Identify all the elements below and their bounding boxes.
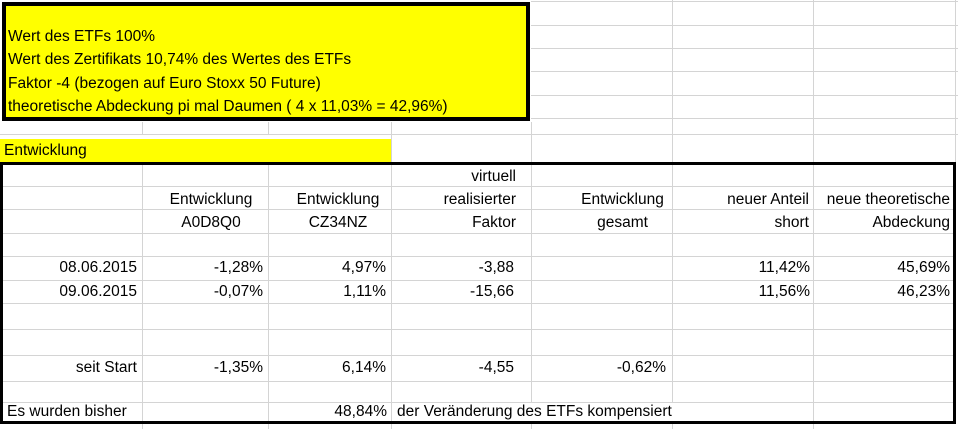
gridline [3,186,953,187]
seit-start-gesamt[interactable]: -0,62% [616,359,666,376]
gridline [142,165,143,421]
gridline [531,122,532,163]
gridline [531,1,958,2]
info-box-text: Wert des ETFs 100% Wert des Zertifikats … [8,28,448,115]
gridline [531,95,958,96]
row2-date[interactable]: 09.06.2015 [59,283,137,300]
row1-date[interactable]: 08.06.2015 [59,259,137,276]
gridline [3,303,953,304]
gridline [531,424,532,429]
gridline [531,25,958,26]
gridline [955,0,956,162]
header-faktor[interactable]: virtuell realisierter Faktor [443,168,516,231]
gridline [391,165,392,421]
summary-label[interactable]: Es wurden bisher [7,403,127,420]
row2-short[interactable]: 11,56% [758,283,810,300]
gridline [3,381,953,382]
info-box[interactable]: Wert des ETFs 100% Wert des Zertifikats … [2,2,530,121]
gridline [3,233,953,234]
gridline [3,209,953,210]
gridline [531,48,958,49]
gridline [268,165,269,421]
row1-a0d8q0[interactable]: -1,28% [213,259,263,276]
header-a0d8q0[interactable]: Entwicklung A0D8Q0 [169,191,253,231]
header-cz34nz[interactable]: Entwicklung CZ34NZ [296,191,380,231]
gridline [391,122,392,163]
gridline [268,424,269,429]
seit-start-cz34nz[interactable]: 6,14% [342,359,386,376]
row2-abdeckung[interactable]: 46,23% [897,283,950,300]
header-abdeckung[interactable]: neue theoretische Abdeckung [826,191,950,231]
gridline [142,122,143,134]
seit-start-a0d8q0[interactable]: -1,35% [213,359,263,376]
gridline [3,256,953,257]
gridline [813,0,814,162]
row2-cz34nz[interactable]: 1,11% [343,283,386,300]
gridline [531,165,532,402]
seit-start-faktor[interactable]: -4,55 [478,359,514,376]
gridline [391,424,392,429]
gridline [3,355,953,356]
gridline [813,424,814,429]
gridline [3,280,953,281]
row2-a0d8q0[interactable]: -0,07% [213,283,263,300]
section-label-entwicklung[interactable]: Entwicklung [0,139,391,163]
header-short[interactable]: neuer Anteil short [727,191,809,231]
row2-faktor[interactable]: -15,66 [470,283,514,300]
gridline [3,329,953,330]
gridline [142,424,143,429]
row1-faktor[interactable]: -3,88 [478,259,514,276]
gridline [0,134,958,135]
header-gesamt[interactable]: Entwicklung gesamt [581,191,664,231]
seit-start-label[interactable]: seit Start [75,359,137,376]
gridline [3,402,953,403]
summary-text[interactable]: der Veränderung des ETFs kompensiert [397,403,672,420]
summary-value[interactable]: 48,84% [334,403,387,420]
gridline [672,424,673,429]
gridline [813,165,814,421]
gridline [531,71,958,72]
gridline [672,0,673,162]
gridline [531,118,958,119]
gridline [672,165,673,402]
gridline [268,122,269,134]
row1-abdeckung[interactable]: 45,69% [897,259,950,276]
row1-short[interactable]: 11,42% [758,259,810,276]
row1-cz34nz[interactable]: 4,97% [342,259,386,276]
